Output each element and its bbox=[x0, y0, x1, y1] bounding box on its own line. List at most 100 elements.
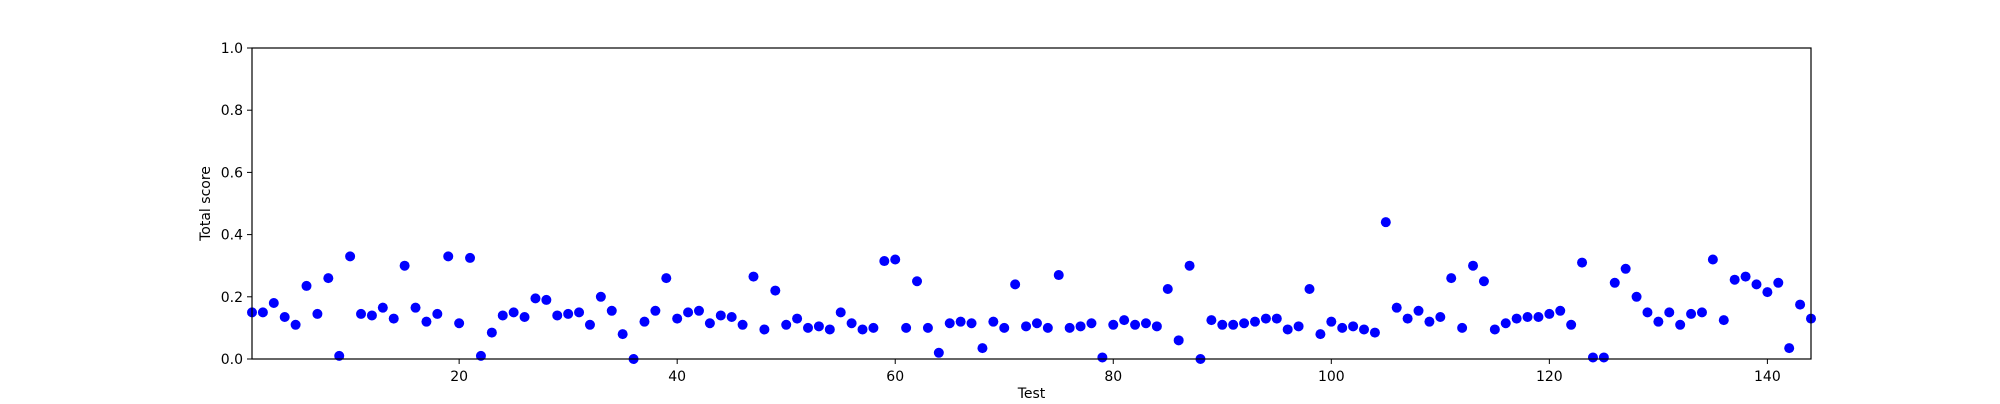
data-point bbox=[1010, 279, 1021, 290]
data-point bbox=[1162, 284, 1173, 295]
data-point bbox=[290, 319, 301, 330]
y-tick-label: 1.0 bbox=[221, 41, 243, 57]
y-axis-ticks: 0.0 0.2 0.4 0.6 0.8 1.0 bbox=[221, 41, 252, 368]
data-point bbox=[770, 285, 781, 296]
data-point bbox=[1620, 263, 1631, 274]
data-point bbox=[617, 329, 628, 340]
data-point bbox=[1282, 324, 1293, 335]
data-point bbox=[988, 316, 999, 327]
data-point bbox=[1686, 308, 1697, 319]
x-axis-ticks: 20 40 60 80 100 120 140 bbox=[450, 359, 1781, 385]
data-point bbox=[1424, 316, 1435, 327]
data-point bbox=[1217, 319, 1228, 330]
data-point bbox=[1031, 318, 1042, 329]
data-point bbox=[868, 322, 879, 333]
data-point bbox=[1402, 313, 1413, 324]
data-point bbox=[1413, 305, 1424, 316]
data-point bbox=[486, 327, 497, 338]
data-point bbox=[1249, 316, 1260, 327]
data-point bbox=[443, 251, 454, 262]
data-point bbox=[1751, 279, 1762, 290]
data-point bbox=[1021, 321, 1032, 332]
x-tick-label: 120 bbox=[1536, 369, 1563, 385]
data-point bbox=[377, 302, 388, 313]
data-point bbox=[1326, 316, 1337, 327]
data-point bbox=[1064, 322, 1075, 333]
data-point bbox=[334, 350, 345, 361]
data-point bbox=[257, 307, 268, 318]
x-tick-label: 40 bbox=[668, 369, 686, 385]
data-point bbox=[933, 347, 944, 358]
data-point bbox=[890, 254, 901, 265]
data-point bbox=[268, 298, 279, 309]
y-tick-label: 0.4 bbox=[221, 228, 243, 244]
data-point bbox=[1151, 321, 1162, 332]
y-axis-label: Total score bbox=[198, 166, 214, 242]
data-point bbox=[410, 302, 421, 313]
data-point bbox=[1293, 321, 1304, 332]
y-tick-label: 0.6 bbox=[221, 165, 243, 181]
data-point bbox=[1108, 319, 1119, 330]
data-point bbox=[1086, 318, 1097, 329]
data-point bbox=[693, 305, 704, 316]
data-point bbox=[824, 324, 835, 335]
data-point bbox=[584, 319, 595, 330]
data-point bbox=[846, 318, 857, 329]
data-point bbox=[519, 312, 530, 323]
data-point bbox=[1173, 335, 1184, 346]
data-point bbox=[1206, 315, 1217, 326]
data-point bbox=[1544, 308, 1555, 319]
data-point bbox=[726, 312, 737, 323]
data-point bbox=[1119, 315, 1130, 326]
data-point bbox=[977, 343, 988, 354]
data-point bbox=[1707, 254, 1718, 265]
data-point bbox=[1587, 352, 1598, 363]
data-point bbox=[1653, 316, 1664, 327]
data-point bbox=[944, 318, 955, 329]
data-point bbox=[595, 291, 606, 302]
data-point bbox=[835, 307, 846, 318]
data-point bbox=[1642, 307, 1653, 318]
data-point bbox=[748, 271, 759, 282]
data-point bbox=[508, 307, 519, 318]
data-point bbox=[279, 312, 290, 323]
x-axis-label: Test bbox=[1017, 386, 1046, 400]
data-point bbox=[541, 294, 552, 305]
data-point bbox=[1042, 322, 1053, 333]
data-point bbox=[912, 276, 923, 287]
data-point bbox=[1337, 322, 1348, 333]
data-point bbox=[552, 310, 563, 321]
data-point bbox=[345, 251, 356, 262]
data-point bbox=[781, 319, 792, 330]
data-point bbox=[1228, 319, 1239, 330]
data-point bbox=[1239, 318, 1250, 329]
x-tick-label: 140 bbox=[1754, 369, 1781, 385]
data-point bbox=[563, 308, 574, 319]
data-point bbox=[1631, 291, 1642, 302]
data-point bbox=[606, 305, 617, 316]
data-point bbox=[399, 260, 410, 271]
data-point bbox=[1468, 260, 1479, 271]
data-point bbox=[704, 318, 715, 329]
data-point bbox=[1566, 319, 1577, 330]
data-point bbox=[1435, 312, 1446, 323]
data-point bbox=[454, 318, 465, 329]
data-point bbox=[1609, 277, 1620, 288]
data-point bbox=[1457, 322, 1468, 333]
data-point bbox=[1795, 299, 1806, 310]
data-point bbox=[475, 350, 486, 361]
data-point bbox=[813, 321, 824, 332]
data-point bbox=[1184, 260, 1195, 271]
data-point bbox=[966, 318, 977, 329]
data-point bbox=[999, 322, 1010, 333]
data-point bbox=[1315, 329, 1326, 340]
data-point bbox=[1664, 307, 1675, 318]
data-point bbox=[1130, 319, 1141, 330]
data-point bbox=[792, 313, 803, 324]
data-point bbox=[1380, 217, 1391, 228]
data-point bbox=[715, 310, 726, 321]
data-point bbox=[1522, 312, 1533, 323]
data-point bbox=[432, 308, 443, 319]
data-point bbox=[312, 308, 323, 319]
data-point bbox=[530, 293, 541, 304]
